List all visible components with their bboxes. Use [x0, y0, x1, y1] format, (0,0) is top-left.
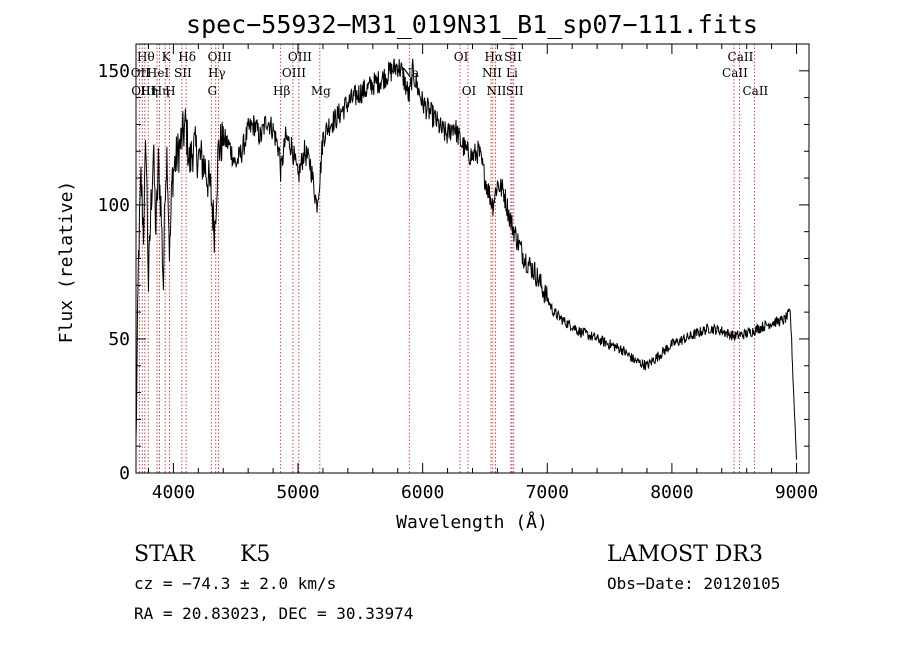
- emission-line-label: OIII: [282, 66, 306, 80]
- x-tick-labels: 4000 5000 6000 7000 8000 9000: [152, 482, 819, 503]
- object-subclass: K5: [240, 542, 270, 567]
- emission-line-label: SII: [174, 66, 192, 80]
- emission-line-label: CaII: [728, 50, 754, 64]
- emission-line-labels: OIIOIIIHθHηHeIHηKHSIIHδGHγOIIIHβOIIIOIII…: [131, 50, 769, 98]
- y-tick-label: 0: [119, 463, 130, 484]
- emission-line-label: NII: [486, 84, 506, 98]
- emission-line-label: Hα: [485, 50, 504, 64]
- coordinates: RA = 20.83023, DEC = 30.33974: [134, 604, 413, 623]
- emission-line-label: NII: [482, 66, 502, 80]
- emission-line-label: K: [162, 50, 172, 64]
- emission-line-label: OI: [454, 50, 469, 64]
- emission-line-label: Na: [401, 66, 419, 80]
- y-tick-label: 50: [108, 329, 130, 350]
- emission-line-label: Mg: [311, 84, 331, 98]
- y-axis-label: Flux (relative): [56, 181, 77, 344]
- emission-line-label: SII: [504, 50, 522, 64]
- emission-line-label: Hη: [152, 84, 170, 98]
- emission-line-label: Hγ: [208, 66, 226, 80]
- emission-line-label: OIII: [131, 84, 155, 98]
- emission-line-label: Hθ: [137, 50, 155, 64]
- emission-line-label: Hη: [140, 84, 158, 98]
- x-tick-label: 9000: [775, 482, 818, 503]
- emission-line-label: CaII: [722, 66, 748, 80]
- x-axis-label: Wavelength (Å): [396, 511, 548, 533]
- emission-line-label: H: [165, 84, 175, 98]
- emission-line-label: CaII: [742, 84, 768, 98]
- obs-date: Obs−Date: 20120105: [607, 574, 780, 593]
- y-tick-labels: 0 50 100 150: [97, 61, 130, 484]
- emission-line-label: G: [207, 84, 217, 98]
- emission-line-label: OI: [462, 84, 477, 98]
- axis-ticks: [136, 44, 809, 474]
- emission-line-label: Hδ: [178, 50, 196, 64]
- x-tick-label: 8000: [650, 482, 693, 503]
- emission-line-label: Li: [506, 66, 518, 80]
- emission-lines: [138, 44, 755, 473]
- y-tick-label: 150: [97, 61, 130, 82]
- x-tick-label: 7000: [526, 482, 569, 503]
- object-class: STAR: [134, 542, 196, 567]
- emission-line-label: OIII: [208, 50, 232, 64]
- survey-label: LAMOST DR3: [607, 542, 763, 567]
- x-tick-label: 5000: [276, 482, 319, 503]
- emission-line-label: SII: [506, 84, 524, 98]
- emission-line-label: OIII: [288, 50, 312, 64]
- x-tick-label: 6000: [401, 482, 444, 503]
- spectrum-line: [135, 58, 797, 460]
- redshift-value: cz = −74.3 ± 2.0 km/s: [134, 574, 336, 593]
- emission-line-label: HeI: [147, 66, 170, 80]
- y-tick-label: 100: [97, 195, 130, 216]
- plot-frame: [135, 43, 810, 474]
- x-tick-label: 4000: [152, 482, 195, 503]
- chart-title: spec−55932−M31_019N31_B1_sp07−111.fits: [186, 10, 758, 39]
- emission-line-label: Hβ: [273, 84, 290, 98]
